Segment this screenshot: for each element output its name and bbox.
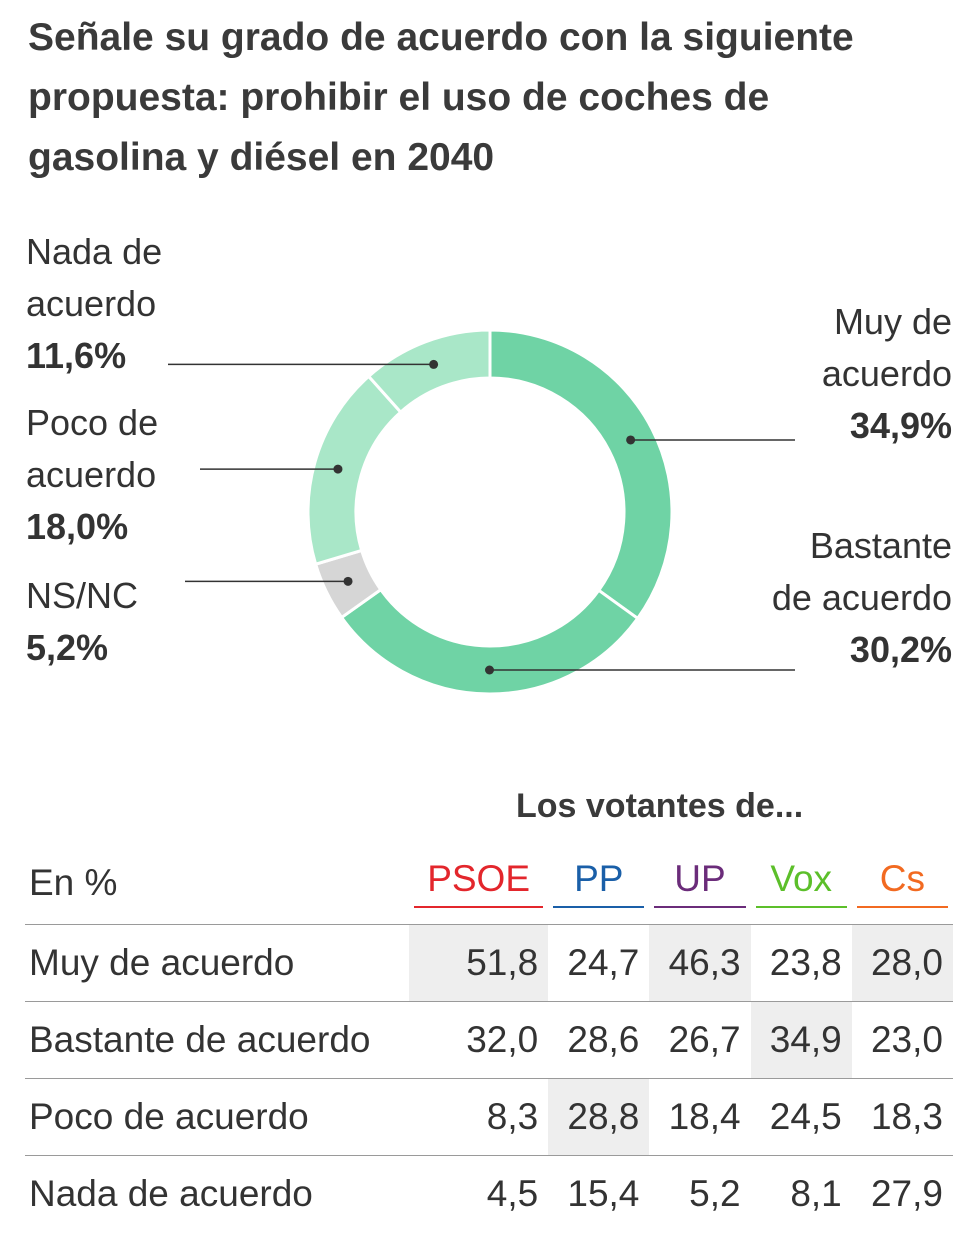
table-cell: 46,3 <box>649 924 751 1002</box>
table-cell: 24,5 <box>750 1078 852 1156</box>
donut-svg <box>168 328 795 696</box>
table-row: Nada de acuerdo 4,5 15,4 5,2 8,1 27,9 <box>25 1155 953 1232</box>
leader-dot <box>429 359 439 369</box>
label-nada-line1: Nada de <box>26 231 163 272</box>
row-label: Poco de acuerdo <box>25 1078 409 1156</box>
label-nsnc-value: 5,2% <box>26 627 109 668</box>
table-cell: 8,3 <box>409 1078 549 1156</box>
label-nada: Nada de acuerdo 11,6% <box>26 226 162 382</box>
label-nada-value: 11,6% <box>26 335 127 376</box>
label-nsnc-line1: NS/NC <box>26 575 139 616</box>
label-poco: Poco de acuerdo 18,0% <box>26 397 158 553</box>
leader-dot <box>626 435 636 445</box>
table-cell: 28,6 <box>548 1001 650 1079</box>
party-psoe: PSOE <box>414 858 544 908</box>
table-cell: 28,8 <box>548 1078 650 1156</box>
col-header-up: UP <box>649 842 750 918</box>
label-muy-line2: acuerdo <box>821 353 952 394</box>
label-muy: Muy de acuerdo 34,9% <box>822 296 952 452</box>
row-label: Muy de acuerdo <box>25 924 409 1002</box>
table-cell: 24,7 <box>548 924 650 1002</box>
party-up: UP <box>654 858 746 908</box>
table-row: Bastante de acuerdo 32,0 28,6 26,7 34,9 … <box>25 1001 953 1079</box>
donut-slice-muy-de-acuerdo <box>488 328 674 621</box>
table-header-row: En % PSOE PP UP Vox Cs <box>25 842 953 918</box>
table-cell: 15,4 <box>548 1155 650 1232</box>
table-cell: 28,0 <box>851 924 953 1002</box>
table-cell: 18,3 <box>851 1078 953 1156</box>
donut-slice-bastante-de-acuerdo <box>339 587 640 696</box>
table-title: Los votantes de... <box>516 787 804 825</box>
label-bastante-value: 30,2% <box>849 629 952 670</box>
label-nsnc: NS/NC 5,2% <box>26 570 138 674</box>
table-cell: 23,0 <box>851 1001 953 1079</box>
donut-slice-poco-de-acuerdo <box>306 374 403 567</box>
label-poco-line2: acuerdo <box>26 454 157 495</box>
col-header-psoe: PSOE <box>409 842 548 918</box>
label-nada-line2: acuerdo <box>26 283 157 324</box>
col-header-pp: PP <box>548 842 649 918</box>
table-cell: 18,4 <box>649 1078 751 1156</box>
label-poco-value: 18,0% <box>26 506 129 547</box>
table-cell: 51,8 <box>409 924 549 1002</box>
table-row: Poco de acuerdo 8,3 28,8 18,4 24,5 18,3 <box>25 1078 953 1156</box>
chart-title: Señale su grado de acuerdo con la siguie… <box>28 16 854 179</box>
col-header-cs: Cs <box>852 842 953 918</box>
table-cell: 32,0 <box>409 1001 549 1079</box>
label-bastante: Bastante de acuerdo 30,2% <box>772 520 952 676</box>
table-cell: 8,1 <box>750 1155 852 1232</box>
table-cell: 27,9 <box>851 1155 953 1232</box>
row-label: Bastante de acuerdo <box>25 1001 409 1079</box>
label-muy-value: 34,9% <box>849 405 952 446</box>
table-cell: 4,5 <box>409 1155 549 1232</box>
party-vox: Vox <box>755 858 847 908</box>
label-muy-line1: Muy de <box>833 301 952 342</box>
party-pp: PP <box>553 858 645 908</box>
voters-table: En % PSOE PP UP Vox Cs Muy de acuerdo 51… <box>25 842 953 1232</box>
donut-chart: Nada de acuerdo 11,6% Poco de acuerdo 18… <box>0 220 980 720</box>
unit-label: En % <box>29 862 118 903</box>
table-cell: 23,8 <box>750 924 852 1002</box>
label-bastante-line1: Bastante <box>809 525 952 566</box>
table-cell: 26,7 <box>649 1001 751 1079</box>
leader-dot <box>485 665 495 675</box>
col-header-vox: Vox <box>751 842 852 918</box>
donut-slice-nada-de-acuerdo <box>366 328 492 415</box>
label-poco-line1: Poco de <box>26 402 159 443</box>
table-cell: 5,2 <box>649 1155 751 1232</box>
party-cs: Cs <box>856 858 948 908</box>
table-cell: 34,9 <box>750 1001 852 1079</box>
table-row: Muy de acuerdo 51,8 24,7 46,3 23,8 28,0 <box>25 924 953 1002</box>
leader-dot <box>333 464 343 474</box>
leader-dot <box>343 576 353 586</box>
row-label: Nada de acuerdo <box>25 1155 409 1232</box>
label-bastante-line2: de acuerdo <box>771 577 952 618</box>
